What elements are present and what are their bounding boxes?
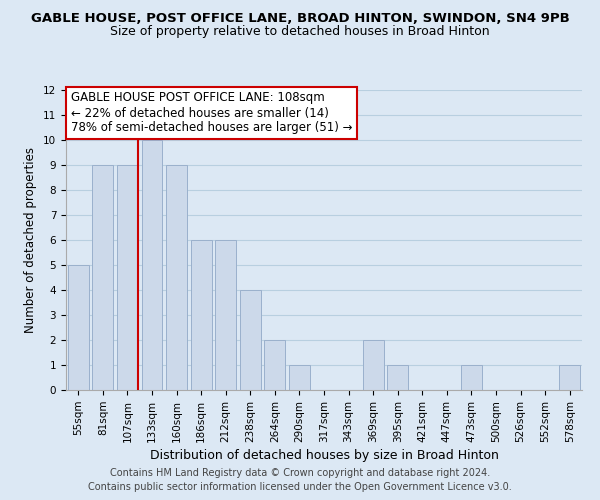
Bar — [215, 240, 236, 390]
Text: Size of property relative to detached houses in Broad Hinton: Size of property relative to detached ho… — [110, 25, 490, 38]
Bar — [142, 140, 163, 390]
Y-axis label: Number of detached properties: Number of detached properties — [25, 147, 37, 333]
Bar — [559, 365, 580, 390]
X-axis label: Distribution of detached houses by size in Broad Hinton: Distribution of detached houses by size … — [149, 449, 499, 462]
Bar — [387, 365, 408, 390]
Bar — [117, 165, 138, 390]
Bar — [92, 165, 113, 390]
Text: GABLE HOUSE POST OFFICE LANE: 108sqm
← 22% of detached houses are smaller (14)
7: GABLE HOUSE POST OFFICE LANE: 108sqm ← 2… — [71, 92, 353, 134]
Bar — [362, 340, 383, 390]
Bar — [461, 365, 482, 390]
Bar — [191, 240, 212, 390]
Text: Contains public sector information licensed under the Open Government Licence v3: Contains public sector information licen… — [88, 482, 512, 492]
Text: Contains HM Land Registry data © Crown copyright and database right 2024.: Contains HM Land Registry data © Crown c… — [110, 468, 490, 477]
Bar — [289, 365, 310, 390]
Bar — [265, 340, 286, 390]
Text: GABLE HOUSE, POST OFFICE LANE, BROAD HINTON, SWINDON, SN4 9PB: GABLE HOUSE, POST OFFICE LANE, BROAD HIN… — [31, 12, 569, 26]
Bar — [166, 165, 187, 390]
Bar — [240, 290, 261, 390]
Bar — [68, 265, 89, 390]
